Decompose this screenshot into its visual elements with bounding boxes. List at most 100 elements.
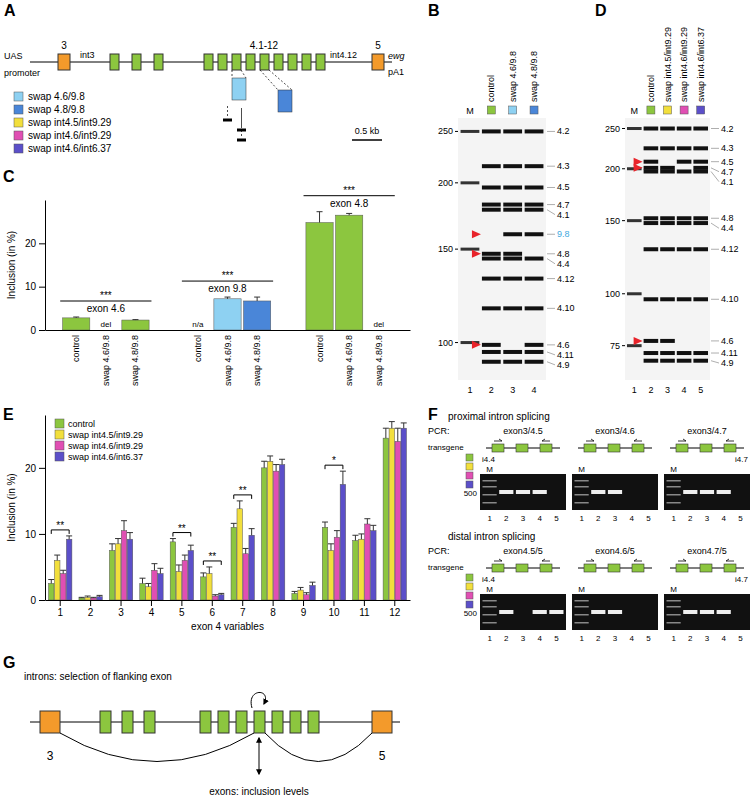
error-bar: [358, 534, 364, 539]
label: transgene: [428, 563, 464, 572]
error-cap: [334, 530, 340, 531]
error-cap: [200, 572, 206, 573]
lane-number: 3: [521, 634, 526, 643]
primer: [678, 559, 686, 561]
ladder-band: [575, 606, 589, 608]
band-label: 4.8: [557, 249, 570, 259]
schematic-exon: [608, 444, 620, 452]
leader: [711, 340, 719, 341]
tick: 9: [301, 600, 307, 618]
tick-label: 7: [240, 607, 246, 618]
ladder-band: [627, 127, 642, 130]
error-line: [397, 428, 398, 441]
error-bar: [212, 595, 218, 596]
schematic-exon: [724, 444, 736, 452]
gel-background: [664, 474, 750, 510]
exon-4: [218, 711, 229, 733]
lane-swatch: [466, 463, 473, 470]
error-cap: [383, 428, 389, 429]
legend-label: swap int4.6/int6.37: [68, 452, 143, 462]
band: [482, 185, 501, 189]
bar: [273, 471, 278, 600]
error-cap: [127, 532, 133, 533]
lane-number: 4: [537, 514, 542, 523]
error-bar: [132, 319, 138, 320]
schematic-exon: [516, 444, 528, 452]
ladder-band: [575, 600, 589, 602]
exon-4: [218, 54, 227, 70]
label: M: [670, 465, 677, 474]
error-cap: [273, 464, 279, 465]
ladder-tick: [622, 128, 625, 129]
band-label: 4.1: [557, 210, 570, 220]
error-line: [373, 525, 374, 530]
error-cap: [317, 211, 323, 212]
legend-label: swap 4.8/9.8: [28, 104, 85, 115]
band-label: 4.8: [721, 213, 734, 223]
ladder-tick: [622, 168, 625, 169]
label: PCR:: [428, 426, 450, 436]
schematic-exon: [608, 564, 620, 572]
bar: [336, 215, 363, 330]
bar: [261, 468, 266, 600]
lane-number: 4: [682, 385, 687, 395]
band: [660, 247, 675, 251]
schematic-exon: [584, 444, 596, 452]
error-bar: [115, 539, 121, 544]
gel-d: DMcontrolswap int4.5/int9.29swap int4.6/…: [595, 2, 739, 395]
bar-label: swap 4.6/9.8: [101, 335, 111, 386]
error-cap: [115, 538, 121, 539]
band: [482, 252, 501, 256]
tick: 20: [25, 238, 45, 249]
band: [525, 129, 544, 133]
band: [503, 232, 522, 236]
error-cap: [54, 555, 60, 556]
band: [677, 216, 692, 220]
error-bar: [121, 521, 127, 531]
error-cap: [364, 518, 370, 519]
tick: 8: [270, 600, 276, 618]
band: [660, 166, 675, 170]
label: M: [578, 585, 585, 594]
lane-number: 1: [579, 634, 584, 643]
lane-swatch: [466, 583, 473, 590]
bar: [207, 574, 212, 600]
bar: [395, 441, 400, 600]
legend-label: swap 4.6/9.8: [28, 91, 85, 102]
band: [693, 216, 708, 220]
lane-swatch: [680, 106, 688, 114]
error-bar: [328, 544, 334, 551]
exon-4: [154, 54, 163, 70]
band: [503, 164, 522, 168]
band: [677, 297, 692, 301]
leader: [547, 131, 555, 132]
label: int4.12: [330, 50, 357, 60]
band: [525, 232, 544, 236]
error-bar: [97, 595, 103, 596]
error-bar: [261, 461, 267, 468]
swap-guide: [260, 70, 278, 90]
exon-4: [246, 54, 255, 70]
schematic-exon: [676, 564, 688, 572]
band: [525, 203, 544, 207]
pcr-label: exon3/4.7: [687, 426, 727, 436]
band-label: 4.10: [721, 294, 739, 304]
band-label: 4.10: [557, 303, 575, 313]
error-cap: [66, 535, 72, 536]
exon-4: [122, 711, 133, 733]
lane-number: 5: [698, 385, 703, 395]
lane-number: 5: [554, 634, 559, 643]
lane-swatch: [466, 454, 473, 461]
leader: [547, 352, 555, 355]
bar: [243, 301, 270, 330]
error-bar: [243, 548, 249, 553]
exon-5: [372, 54, 384, 70]
ladder-label: 75: [610, 341, 620, 351]
exon-4: [260, 54, 269, 70]
band: [591, 610, 605, 614]
exon-3: [40, 711, 60, 733]
band: [677, 160, 692, 164]
leader: [547, 204, 555, 205]
error-line: [325, 522, 326, 527]
band: [525, 360, 544, 364]
